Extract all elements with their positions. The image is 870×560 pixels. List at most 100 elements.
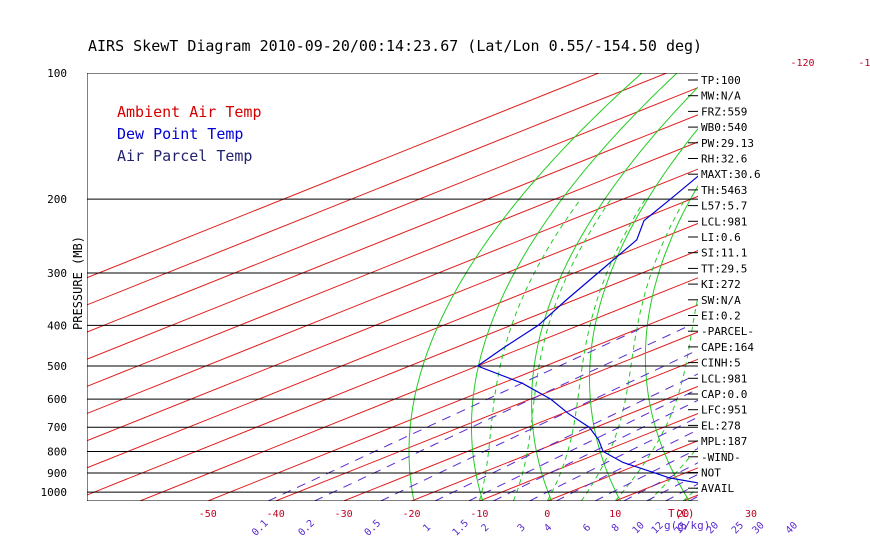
index-entry: LI:0.6 [701,231,741,244]
top-tick-label: -120 [790,58,814,69]
moist-adiabat-line [819,199,870,501]
mixing-ratio-label: 3 [516,522,528,534]
mixing-ratio-label: 8 [610,522,622,534]
mixing-ratio-units-label: g(g/kg) [664,519,710,532]
index-entry: CINH:5 [701,357,741,370]
index-entry: PW:29.13 [701,137,754,150]
mixing-ratio-label: 40 [784,520,800,536]
bottom-tick-label: -50 [199,509,217,520]
isotherm-line [411,385,698,501]
isotherm-line [751,73,870,501]
isotherm-line [275,331,698,501]
isotherm-line [819,73,870,501]
index-entry: WB0:540 [701,121,747,134]
isotherm-line [87,87,698,333]
index-entry: -PARCEL- [701,325,754,338]
moist-adiabat-line [478,198,582,501]
index-entry: TP:100 [701,74,741,87]
pressure-axis: 100 200 300 400 500 600 700 800 900 1000 [41,67,68,499]
isotherm-line [139,277,698,501]
indices-panel: TP:100 MW:N/A FRZ:559 WB0:540 PW:29.13 RH:32.… [688,74,761,495]
legend-entry-2: Air Parcel Temp [117,147,252,165]
temperature-units-label: T(C) [668,507,695,520]
isotherm-line [87,141,698,387]
mixing-ratio-line [493,399,698,501]
moist-adiabat-line [614,294,698,501]
index-entry: MW:N/A [701,90,741,103]
isotherm-line [87,222,698,469]
mixing-ratio-line [314,324,691,501]
dry-adiabat-line [471,73,678,501]
index-entry: MAXT:30.6 [701,168,761,181]
mixing-ratio-label: 0.5 [363,518,384,539]
dry-adiabat-line [408,73,643,501]
plot-area [87,73,870,501]
index-entry: AVAIL [701,482,734,495]
bottom-tick-label: -40 [267,509,285,520]
isotherm-line [87,114,698,360]
mixing-ratio-label: 1.5 [451,518,472,539]
isotherm-line [479,413,698,501]
pressure-tick-label: 300 [47,267,67,280]
mixing-ratio-lines [267,324,870,501]
legend: Ambient Air Temp Dew Point Temp Air Parcel… [117,103,262,165]
index-entry: SW:N/A [701,294,741,307]
series-line-0 [735,73,870,492]
mixing-ratio-line [800,325,870,501]
isotherm-line [343,358,698,501]
moist-adiabat-lines [478,198,870,501]
isotherm-line [87,73,667,306]
mixing-ratio-label: 30 [750,520,766,536]
bottom-tick-label: -30 [335,509,353,520]
isobar-lines [87,73,698,501]
mixing-ratio-label: 0.1 [250,518,271,539]
top-tick-label: -110 [858,58,870,69]
dry-adiabat-line [851,73,870,501]
index-entry: EL:278 [701,419,741,432]
moist-adiabat-line [751,199,870,501]
series-line-1 [476,175,698,484]
top-temperature-ticks: -120-110-100-90-80-70-60-50-40 [790,58,870,69]
index-entry: CAPE:164 [701,341,754,354]
isotherm-line [87,168,698,415]
legend-entry-1: Dew Point Temp [117,125,243,143]
bottom-tick-label: -20 [402,509,420,520]
index-entry: KI:272 [701,278,741,291]
pressure-tick-label: 900 [47,467,67,480]
mixing-ratio-label: 4 [542,522,554,534]
mixing-ratio-label: 10 [631,520,647,536]
index-entry: NOT [701,467,721,480]
isotherm-line [87,73,599,279]
mixing-ratio-line [529,416,698,501]
profile-lines [476,73,870,492]
index-entry: LCL:981 [701,215,747,228]
moist-adiabat-line [512,198,612,501]
isotherm-line [207,304,698,501]
moist-adiabat-line [785,199,870,501]
index-entry: -WIND- [701,451,741,464]
bottom-tick-label: 10 [609,509,621,520]
pressure-tick-label: 800 [47,446,67,459]
mixing-ratio-label: 2 [480,522,492,534]
mixing-ratio-label: 0.2 [296,518,317,539]
bottom-tick-label: 20 [677,509,689,520]
index-entry: SI:11.1 [701,247,747,260]
mixing-ratio-label: 6 [581,522,593,534]
index-entry: FRZ:559 [701,105,747,118]
bottom-tick-label: -10 [470,509,488,520]
dry-adiabat-line [589,128,698,501]
dry-adiabat-line [644,185,698,501]
mixing-ratio-line [267,324,648,501]
moist-adiabat-line [648,446,698,501]
pressure-tick-label: 600 [47,393,67,406]
mixing-ratio-labels: 0.1 0.2 0.5 1 1.5 2 3 4 6 8 10 12 15 20 25 30 40 [250,518,800,539]
mixing-ratio-line [665,483,698,501]
legend-entry-0: Ambient Air Temp [117,103,262,121]
bottom-tick-label: 30 [745,509,757,520]
index-entry: LFC:951 [701,404,747,417]
mixing-ratio-line [746,325,870,501]
mixing-ratio-line [555,429,698,501]
index-entry: CAP:0.0 [701,388,747,401]
isotherm-line [87,250,698,496]
